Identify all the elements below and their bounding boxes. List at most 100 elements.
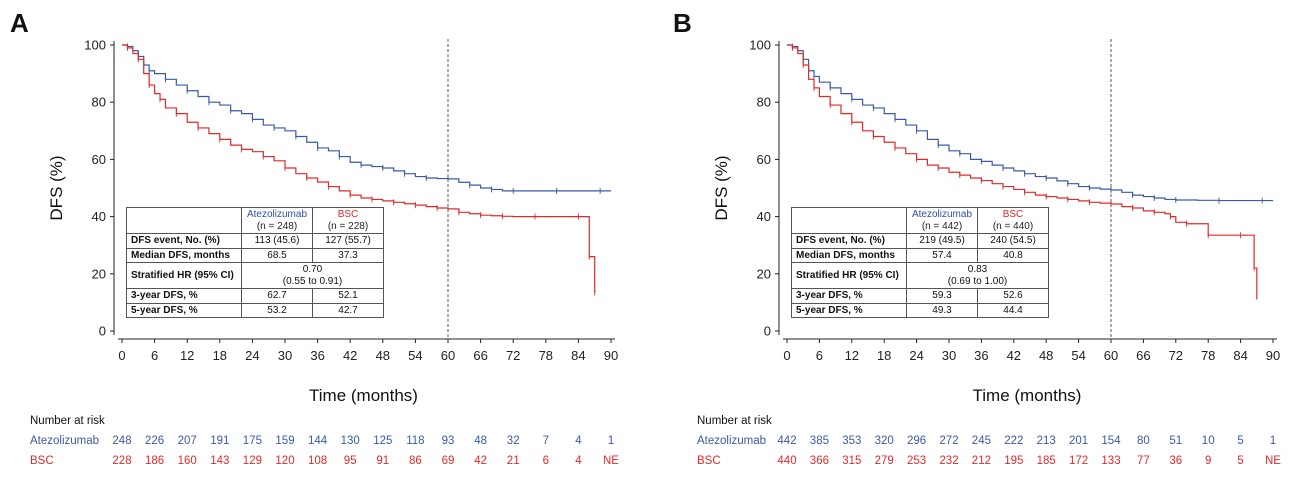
y-tick-label: 60 — [92, 152, 106, 167]
x-tick-label: 6 — [151, 348, 158, 363]
x-tick-label: 66 — [473, 348, 487, 363]
risk-count-atezolizumab: 226 — [145, 435, 164, 447]
panel-letter: B — [673, 8, 692, 38]
atezo-n: (n = 442) — [921, 220, 963, 232]
x-tick-label: 60 — [1104, 348, 1118, 363]
risk-count-atezolizumab: 1 — [608, 435, 614, 447]
table-row: 5-year DFS, % 49.3 44.4 — [791, 302, 1049, 318]
risk-count-atezolizumab: 248 — [112, 435, 131, 447]
x-tick-label: 72 — [1169, 348, 1183, 363]
y-tick-label: 40 — [757, 209, 771, 224]
x-tick-label: 60 — [441, 348, 455, 363]
table-row: DFS event, No. (%) 219 (49.5) 240 (54.5) — [791, 233, 1049, 249]
risk-count-bsc: 4 — [575, 455, 582, 467]
risk-count-atezolizumab: 51 — [1169, 435, 1182, 447]
x-tick-label: 72 — [506, 348, 520, 363]
risk-count-bsc: NE — [1265, 455, 1281, 467]
risk-count-bsc: 5 — [1237, 455, 1243, 467]
risk-count-bsc: 315 — [842, 455, 861, 467]
risk-count-bsc: 232 — [939, 455, 958, 467]
x-tick-label: 30 — [278, 348, 292, 363]
risk-count-atezolizumab: 144 — [308, 435, 328, 447]
risk-label-bsc: BSC — [697, 455, 721, 467]
atezo-header: Atezolizumab — [911, 209, 973, 220]
risk-count-atezolizumab: 48 — [474, 435, 487, 447]
x-tick-label: 84 — [571, 348, 585, 363]
risk-count-bsc: 77 — [1137, 455, 1150, 467]
risk-count-atezolizumab: 245 — [972, 435, 991, 447]
risk-count-atezolizumab: 5 — [1237, 435, 1243, 447]
risk-title: Number at risk — [697, 415, 772, 427]
risk-count-bsc: 9 — [1205, 455, 1211, 467]
table-row: 3-year DFS, % 59.3 52.6 — [791, 288, 1049, 304]
risk-count-bsc: 129 — [243, 455, 262, 467]
risk-count-bsc: 120 — [275, 455, 294, 467]
x-tick-label: 42 — [343, 348, 357, 363]
risk-count-atezolizumab: 93 — [442, 435, 455, 447]
risk-count-atezolizumab: 353 — [842, 435, 861, 447]
risk-count-bsc: 21 — [507, 455, 520, 467]
y-tick-label: 20 — [92, 266, 106, 281]
x-axis-title: Time (months) — [309, 386, 418, 405]
panel-b: B 0 20 40 60 80 100 0 6 12 18 24 30 36 42 48 54 60 66 72 78… — [653, 0, 1306, 490]
risk-label-atezolizumab: Atezolizumab — [30, 435, 99, 447]
risk-count-atezolizumab: 207 — [178, 435, 197, 447]
x-tick-label: 36 — [974, 348, 988, 363]
atezo-n: (n = 248) — [256, 220, 298, 232]
x-tick-label: 48 — [376, 348, 390, 363]
risk-count-atezolizumab: 320 — [875, 435, 894, 447]
risk-count-bsc: 95 — [344, 455, 357, 467]
risk-count-bsc: 42 — [474, 455, 487, 467]
table-row: Stratified HR (95% CI) 0.70 (0.55 to 0.91) — [126, 262, 384, 289]
x-tick-label: 78 — [1201, 348, 1215, 363]
risk-count-bsc: 91 — [376, 455, 389, 467]
risk-count-bsc: 172 — [1069, 455, 1088, 467]
risk-count-bsc: 108 — [308, 455, 327, 467]
bsc-curve — [122, 44, 596, 293]
risk-count-bsc: 133 — [1101, 455, 1120, 467]
x-axis-title: Time (months) — [973, 386, 1082, 405]
bsc-n: (n = 440) — [992, 220, 1034, 232]
x-tick-label: 18 — [877, 348, 891, 363]
x-tick-label: 6 — [816, 348, 823, 363]
risk-count-atezolizumab: 272 — [939, 435, 958, 447]
risk-count-bsc: 195 — [1004, 455, 1023, 467]
y-tick-label: 0 — [764, 324, 771, 339]
y-tick-label: 80 — [92, 95, 106, 110]
panel-a: A 0 20 40 60 80 100 0 6 12 18 24 30 36 42 48 54 60 66 72 78… — [10, 8, 619, 467]
risk-count-bsc: 279 — [875, 455, 894, 467]
risk-count-bsc: 69 — [442, 455, 455, 467]
risk-count-atezolizumab: 4 — [575, 435, 582, 447]
risk-count-atezolizumab: 32 — [507, 435, 520, 447]
x-tick-label: 90 — [604, 348, 618, 363]
risk-count-bsc: 212 — [972, 455, 991, 467]
y-tick-label: 80 — [757, 95, 771, 110]
risk-count-atezolizumab: 10 — [1202, 435, 1215, 447]
risk-title: Number at risk — [30, 415, 105, 427]
risk-count-atezolizumab: 125 — [373, 435, 392, 447]
x-tick-label: 18 — [213, 348, 227, 363]
x-tick-label: 12 — [180, 348, 194, 363]
risk-count-atezolizumab: 80 — [1137, 435, 1150, 447]
risk-count-atezolizumab: 130 — [341, 435, 360, 447]
table-row: Median DFS, months 57.4 40.8 — [791, 247, 1049, 263]
risk-count-atezolizumab: 1 — [1270, 435, 1276, 447]
y-axis-title: DFS (%) — [47, 155, 66, 220]
risk-count-bsc: 143 — [210, 455, 229, 467]
x-tick-label: 84 — [1233, 348, 1247, 363]
risk-count-atezolizumab: 154 — [1101, 435, 1121, 447]
y-tick-label: 60 — [757, 152, 771, 167]
risk-count-bsc: 366 — [810, 455, 829, 467]
x-tick-label: 24 — [245, 348, 259, 363]
risk-count-bsc: 228 — [112, 455, 131, 467]
x-tick-label: 36 — [310, 348, 324, 363]
risk-count-atezolizumab: 175 — [243, 435, 262, 447]
x-tick-label: 12 — [845, 348, 859, 363]
risk-count-atezolizumab: 296 — [907, 435, 926, 447]
bsc-header: BSC — [1002, 209, 1024, 220]
risk-count-atezolizumab: 191 — [210, 435, 229, 447]
risk-count-bsc: 185 — [1037, 455, 1056, 467]
table-row: 5-year DFS, % 53.2 42.7 — [126, 302, 384, 318]
x-tick-label: 24 — [909, 348, 923, 363]
risk-count-bsc: NE — [603, 455, 619, 467]
